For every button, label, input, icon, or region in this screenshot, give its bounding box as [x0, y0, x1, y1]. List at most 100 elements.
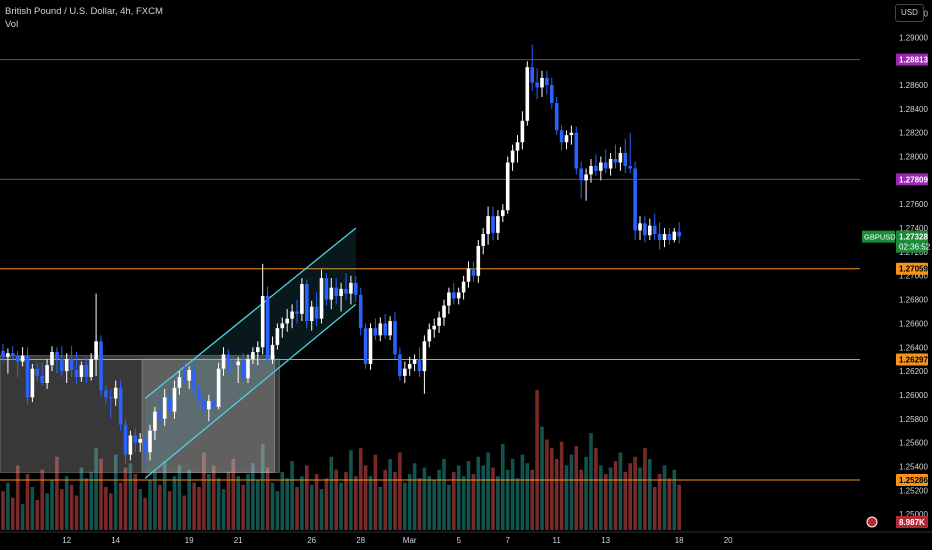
candle-body: [393, 321, 397, 355]
time-tick-label: 18: [675, 536, 684, 545]
price-tick-label: 1.27600: [899, 200, 928, 209]
candle: [334, 278, 338, 305]
volume-bar: [525, 463, 530, 530]
volume-bar: [510, 458, 515, 530]
candle-body: [211, 400, 216, 407]
volume-bar: [148, 480, 152, 530]
volume-bar: [643, 448, 647, 530]
volume-bar: [559, 441, 564, 530]
volume-bar: [182, 495, 187, 530]
candle: [599, 156, 603, 181]
volume-bar: [79, 467, 84, 530]
time-tick-label: 11: [553, 536, 562, 545]
candle-body: [236, 361, 240, 366]
candle-body: [486, 216, 490, 235]
candle: [476, 239, 481, 283]
candle: [236, 356, 240, 384]
volume-bar: [412, 463, 417, 530]
price-tick-label: 1.29000: [899, 33, 928, 42]
volume-bar: [383, 469, 387, 530]
price-tick-label: 1.25400: [899, 462, 928, 471]
candle: [50, 346, 54, 372]
volume-bar: [197, 486, 201, 530]
candle-body: [363, 328, 368, 364]
candle-body: [334, 287, 338, 297]
candle-body: [202, 399, 206, 410]
candle-body: [584, 174, 588, 181]
candle-body: [74, 369, 79, 378]
candle: [265, 286, 270, 367]
candle: [211, 391, 216, 415]
volume-bar: [466, 461, 471, 530]
volume-value-tag: [896, 516, 928, 528]
price-axis[interactable]: 1.292001.290001.288001.286001.284001.282…: [860, 0, 932, 550]
volume-bar: [231, 458, 236, 530]
candle-body: [128, 435, 133, 455]
volume-bar: [520, 454, 525, 530]
price-tick-label: 1.28200: [899, 129, 928, 138]
volume-bar: [84, 478, 89, 530]
volume-bar: [270, 482, 275, 530]
candle: [407, 356, 412, 376]
volume-bar: [574, 446, 579, 530]
candle-body: [579, 168, 583, 181]
candle-body: [153, 411, 157, 431]
volume-bar: [540, 426, 544, 530]
candle-body: [623, 152, 628, 167]
price-tick-label: 1.26600: [899, 319, 928, 328]
candle: [290, 304, 294, 329]
candle: [339, 282, 343, 312]
candle-body: [6, 353, 10, 357]
candle: [569, 125, 574, 145]
time-axis[interactable]: 12 14 19 21 26 28 Mar 5 7 11 13 18 20: [0, 531, 932, 550]
volume-bar: [476, 456, 481, 530]
candle: [133, 428, 138, 453]
candle-body: [300, 284, 304, 314]
volume-bar: [501, 443, 505, 530]
volume-bar: [324, 478, 329, 530]
volume-bar: [535, 390, 539, 530]
candle: [388, 316, 392, 341]
candle: [45, 359, 49, 389]
volume-bar: [187, 469, 191, 530]
volume-bar: [236, 476, 240, 530]
volume-bar: [358, 448, 363, 530]
candle-body: [373, 328, 378, 336]
channel-lower-line: [144, 303, 357, 479]
volume-bar: [334, 469, 338, 530]
volume-bar: [628, 463, 632, 530]
candle: [280, 317, 285, 338]
volume-bar: [246, 474, 250, 530]
time-tick-label: 14: [111, 536, 120, 545]
candle: [643, 216, 647, 243]
candle: [251, 347, 255, 364]
price-axis-bg: [860, 0, 932, 550]
candle-body: [109, 397, 113, 399]
countdown-label: 02:36:52: [899, 243, 931, 252]
currency-button[interactable]: USD: [895, 4, 924, 22]
candle: [525, 61, 530, 126]
price-tick-label: 1.28000: [899, 153, 928, 162]
candle-body: [554, 102, 559, 131]
candle-body: [221, 354, 226, 369]
candle: [118, 380, 123, 431]
candle-body: [349, 282, 353, 294]
candle: [358, 287, 363, 336]
volume-bar: [319, 489, 324, 530]
volume-bar: [285, 478, 289, 530]
candle-body: [427, 329, 432, 342]
candle: [216, 362, 221, 410]
candle: [677, 222, 681, 244]
time-tick-label: 21: [234, 536, 243, 545]
candle: [109, 388, 113, 419]
candle: [207, 394, 211, 422]
candle-body: [599, 162, 603, 171]
volume-bar: [373, 454, 378, 530]
candle-body: [476, 245, 481, 276]
candle-body: [50, 352, 54, 366]
candle: [172, 380, 177, 419]
candle-body: [354, 282, 358, 295]
candle: [383, 313, 387, 339]
candle-body: [55, 352, 59, 360]
